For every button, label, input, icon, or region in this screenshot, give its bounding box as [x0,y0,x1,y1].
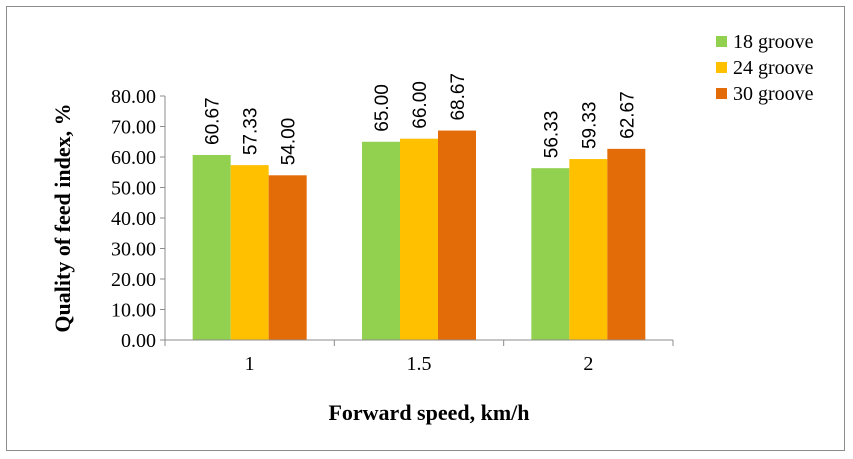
bar [192,154,231,340]
bar [531,168,570,340]
y-tick-label: 70.00 [111,117,156,139]
data-label: 59.33 [579,101,600,149]
data-label: 66.00 [410,81,431,129]
data-label: 60.67 [203,97,224,145]
legend-swatch [716,62,727,73]
x-axis-title: Forward speed, km/h [328,400,529,425]
y-tick-label: 60.00 [111,147,156,169]
bar [362,141,400,340]
legend: 18 groove 24 groove 30 groove [716,31,814,105]
y-axis-title: Quality of feed index, % [50,103,75,332]
legend-label: 18 groove [733,31,814,53]
y-tick-label: 10.00 [111,300,156,322]
x-tick-label: 1.5 [407,353,432,375]
bar [607,148,646,340]
legend-swatch [716,36,727,47]
y-tick-label: 30.00 [111,239,156,261]
bar [400,138,438,340]
y-axis-ticks: 0.00 10.00 20.00 30.00 40.00 50.00 60.00 70.00 8… [111,86,165,352]
data-label: 54.00 [279,118,300,166]
data-label: 62.67 [617,91,638,139]
data-label: 65.00 [372,84,393,132]
y-tick-label: 20.00 [111,269,156,291]
data-label: 68.67 [448,73,469,121]
x-tick-label: 2 [583,353,593,375]
data-label: 57.33 [241,108,262,156]
y-tick-label: 80.00 [111,86,156,108]
bar [569,159,608,340]
bars [192,130,646,340]
y-tick-label: 50.00 [111,178,156,200]
legend-swatch [716,88,727,99]
data-labels: 60.67 57.33 54.00 65.00 66.00 68.67 56.33 59.33… [203,73,639,165]
x-axis-ticks: 1 1.5 2 [164,340,674,375]
bar [268,175,307,340]
legend-label: 24 groove [733,57,814,79]
legend-label: 30 groove [733,83,814,105]
data-label: 56.33 [541,111,562,159]
y-tick-label: 0.00 [121,330,156,352]
bar [230,165,269,340]
y-tick-label: 40.00 [111,208,156,230]
x-tick-label: 1 [245,353,255,375]
bar [438,130,476,340]
